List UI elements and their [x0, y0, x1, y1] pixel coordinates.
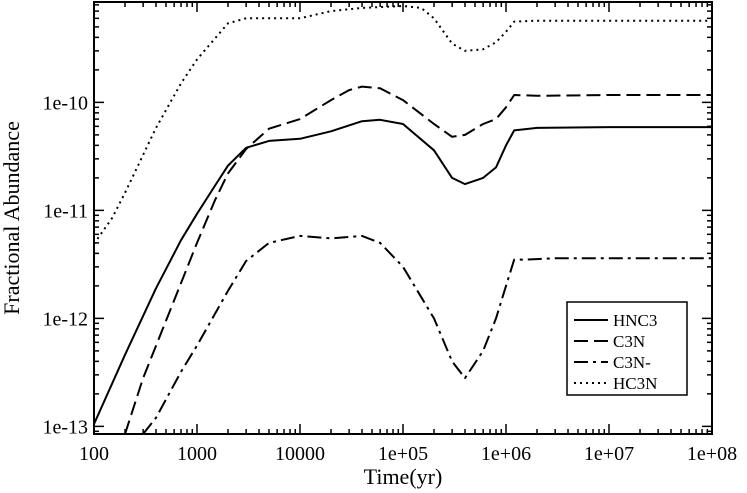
series-line-hc3n — [94, 5, 712, 245]
legend-label: HNC3 — [613, 311, 657, 330]
x-tick-label: 1000 — [177, 443, 217, 465]
y-tick-label: 1e-11 — [43, 200, 88, 222]
series-group — [94, 5, 712, 434]
y-tick-label: 1e-12 — [42, 308, 88, 330]
x-tick-label: 1e+05 — [378, 443, 428, 465]
x-axis-title: Time(yr) — [364, 464, 443, 489]
legend-label: C3N — [613, 332, 645, 351]
x-tick-label: 1e+08 — [687, 443, 737, 465]
series-line-c3n — [142, 234, 712, 434]
x-tick-label: 1e+07 — [584, 443, 634, 465]
y-axis-title: Fractional Abundance — [0, 121, 24, 315]
y-tick-label: 1e-13 — [42, 416, 88, 438]
x-tick-label: 1e+06 — [481, 443, 531, 465]
series-line-c3n — [124, 85, 712, 434]
legend-box — [566, 301, 688, 396]
legend-label: HC3N — [613, 374, 657, 393]
series-line-hnc3 — [94, 118, 712, 425]
legend: HNC3 C3N C3N- HC3N — [566, 301, 688, 396]
y-tick-label: 1e-10 — [42, 92, 88, 114]
axis-ticks: 100 1000 10000 1e+05 1e+06 1e+07 1e+08 1e-13 1e-… — [42, 2, 737, 465]
x-tick-label: 10000 — [275, 443, 325, 465]
x-tick-label: 100 — [79, 443, 109, 465]
legend-label: C3N- — [613, 353, 651, 372]
